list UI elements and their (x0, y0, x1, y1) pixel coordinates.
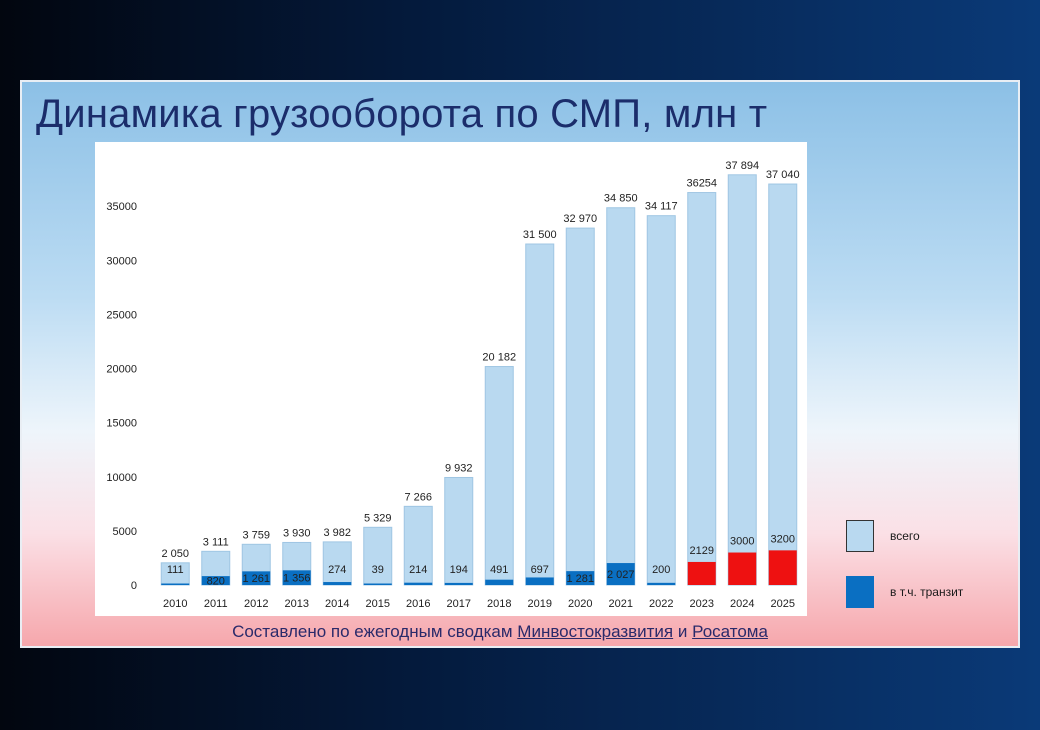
bar-total-label: 5 329 (364, 512, 392, 524)
slide-title: Динамика грузооборота по СМП, млн т (36, 92, 768, 136)
y-tick-label: 0 (131, 580, 137, 592)
source-link-rosatom[interactable]: Росатома (692, 622, 768, 641)
legend-label-total: всего (890, 529, 920, 543)
y-tick-label: 10000 (106, 472, 137, 484)
x-tick-label: 2015 (366, 598, 390, 610)
bar-transit (161, 583, 190, 585)
bar-total-label: 37 040 (766, 169, 800, 181)
bar-transit (768, 550, 797, 585)
bar-total (646, 215, 676, 586)
bar-transit-label: 1 356 (283, 573, 311, 585)
bar-transit (404, 582, 433, 585)
bar-total-label: 31 500 (523, 229, 557, 241)
x-tick-label: 2025 (771, 598, 795, 610)
y-tick-label: 5000 (113, 526, 137, 538)
bar-transit (566, 571, 595, 585)
bar-transit (687, 561, 716, 585)
bar-transit-label: 39 (372, 564, 384, 576)
y-tick-label: 30000 (106, 255, 137, 267)
bar-total-label: 3 759 (242, 529, 270, 541)
bar-total (565, 227, 595, 586)
bar-total-label: 32 970 (563, 213, 597, 225)
chart-plot-area: 0 5000 10000 15000 20000 25000 30000 35000 2 050… (95, 142, 807, 616)
bar-transit (525, 577, 554, 585)
x-tick-label: 2019 (528, 598, 552, 610)
bar-transit-label: 2 027 (607, 569, 635, 581)
bar-total (484, 366, 514, 586)
bar-transit (606, 563, 635, 585)
bar-transit (728, 552, 757, 585)
bar-total (687, 192, 717, 586)
bar-transit-label: 697 (531, 564, 549, 576)
bar-transit (444, 582, 473, 585)
bar-total-label: 36254 (686, 178, 717, 190)
x-tick-label: 2022 (649, 598, 673, 610)
bar-transit-label: 3000 (730, 536, 754, 548)
bar-transit (282, 570, 311, 585)
bar-total (363, 526, 393, 586)
bar-total-label: 34 117 (645, 201, 678, 213)
bar-transit (363, 583, 392, 585)
y-tick-label: 15000 (106, 418, 137, 430)
source-prefix: Составлено по ежегодным сводкам (232, 622, 513, 641)
x-tick-label: 2017 (447, 598, 471, 610)
legend-item-total: всего (846, 520, 920, 552)
source-note: Составлено по ежегодным сводкам Минвосто… (0, 622, 1000, 642)
y-tick-label: 35000 (106, 201, 137, 213)
bar-transit-label: 1 261 (242, 573, 270, 585)
x-tick-label: 2012 (244, 598, 268, 610)
y-tick-label: 20000 (106, 364, 137, 376)
bar-total-label: 2 050 (161, 548, 189, 560)
bar-total (727, 174, 757, 586)
legend-item-transit: в т.ч. транзит (846, 576, 963, 608)
x-tick-label: 2020 (568, 598, 592, 610)
x-tick-label: 2018 (487, 598, 511, 610)
bar-transit (323, 582, 352, 585)
bar-transit (647, 582, 676, 585)
bar-total (444, 476, 474, 586)
x-tick-label: 2013 (285, 598, 309, 610)
bar-transit-label: 200 (652, 564, 670, 576)
bar-transit (201, 576, 230, 585)
legend-swatch-transit (846, 576, 874, 608)
bar-transit-label: 491 (490, 564, 508, 576)
y-tick-label: 25000 (106, 309, 137, 321)
bar-transit-label: 3200 (771, 533, 795, 545)
bar-transit (242, 571, 271, 585)
x-tick-label: 2023 (690, 598, 714, 610)
bar-total (606, 207, 636, 586)
x-tick-label: 2011 (204, 598, 228, 610)
bar-transit-label: 1 281 (566, 573, 594, 585)
bar-transit-label: 194 (450, 564, 468, 576)
bar-total (322, 541, 352, 586)
legend-swatch-total (846, 520, 874, 552)
bar-total (768, 183, 798, 586)
bar-total-label: 37 894 (725, 160, 759, 172)
bar-chart: 0 5000 10000 15000 20000 25000 30000 35000 2 050… (106, 160, 800, 610)
bar-total (525, 243, 555, 586)
bar-transit-label: 274 (328, 564, 346, 576)
x-tick-label: 2024 (730, 598, 754, 610)
bar-transit (485, 579, 514, 585)
x-tick-label: 2016 (406, 598, 430, 610)
bar-total-label: 3 982 (323, 527, 351, 539)
x-tick-label: 2014 (325, 598, 349, 610)
bar-total-label: 3 930 (283, 527, 311, 539)
bar-total-label: 7 266 (404, 491, 432, 503)
bar-transit-label: 214 (409, 564, 427, 576)
x-tick-label: 2010 (163, 598, 187, 610)
bar-total-label: 20 182 (482, 352, 516, 364)
bar-transit-label: 2129 (690, 545, 714, 557)
bar-total (403, 505, 433, 586)
x-tick-label: 2021 (609, 598, 633, 610)
legend-label-transit: в т.ч. транзит (890, 585, 964, 599)
source-link-minvostok[interactable]: Минвостокразвития (517, 622, 674, 641)
bar-total-label: 34 850 (604, 193, 638, 205)
bar-total-label: 9 932 (445, 462, 473, 474)
bar-transit-label: 820 (207, 576, 225, 588)
bar-total-label: 3 111 (203, 536, 229, 548)
bar-transit-label: 111 (167, 564, 184, 576)
source-conjunction: и (677, 622, 688, 641)
